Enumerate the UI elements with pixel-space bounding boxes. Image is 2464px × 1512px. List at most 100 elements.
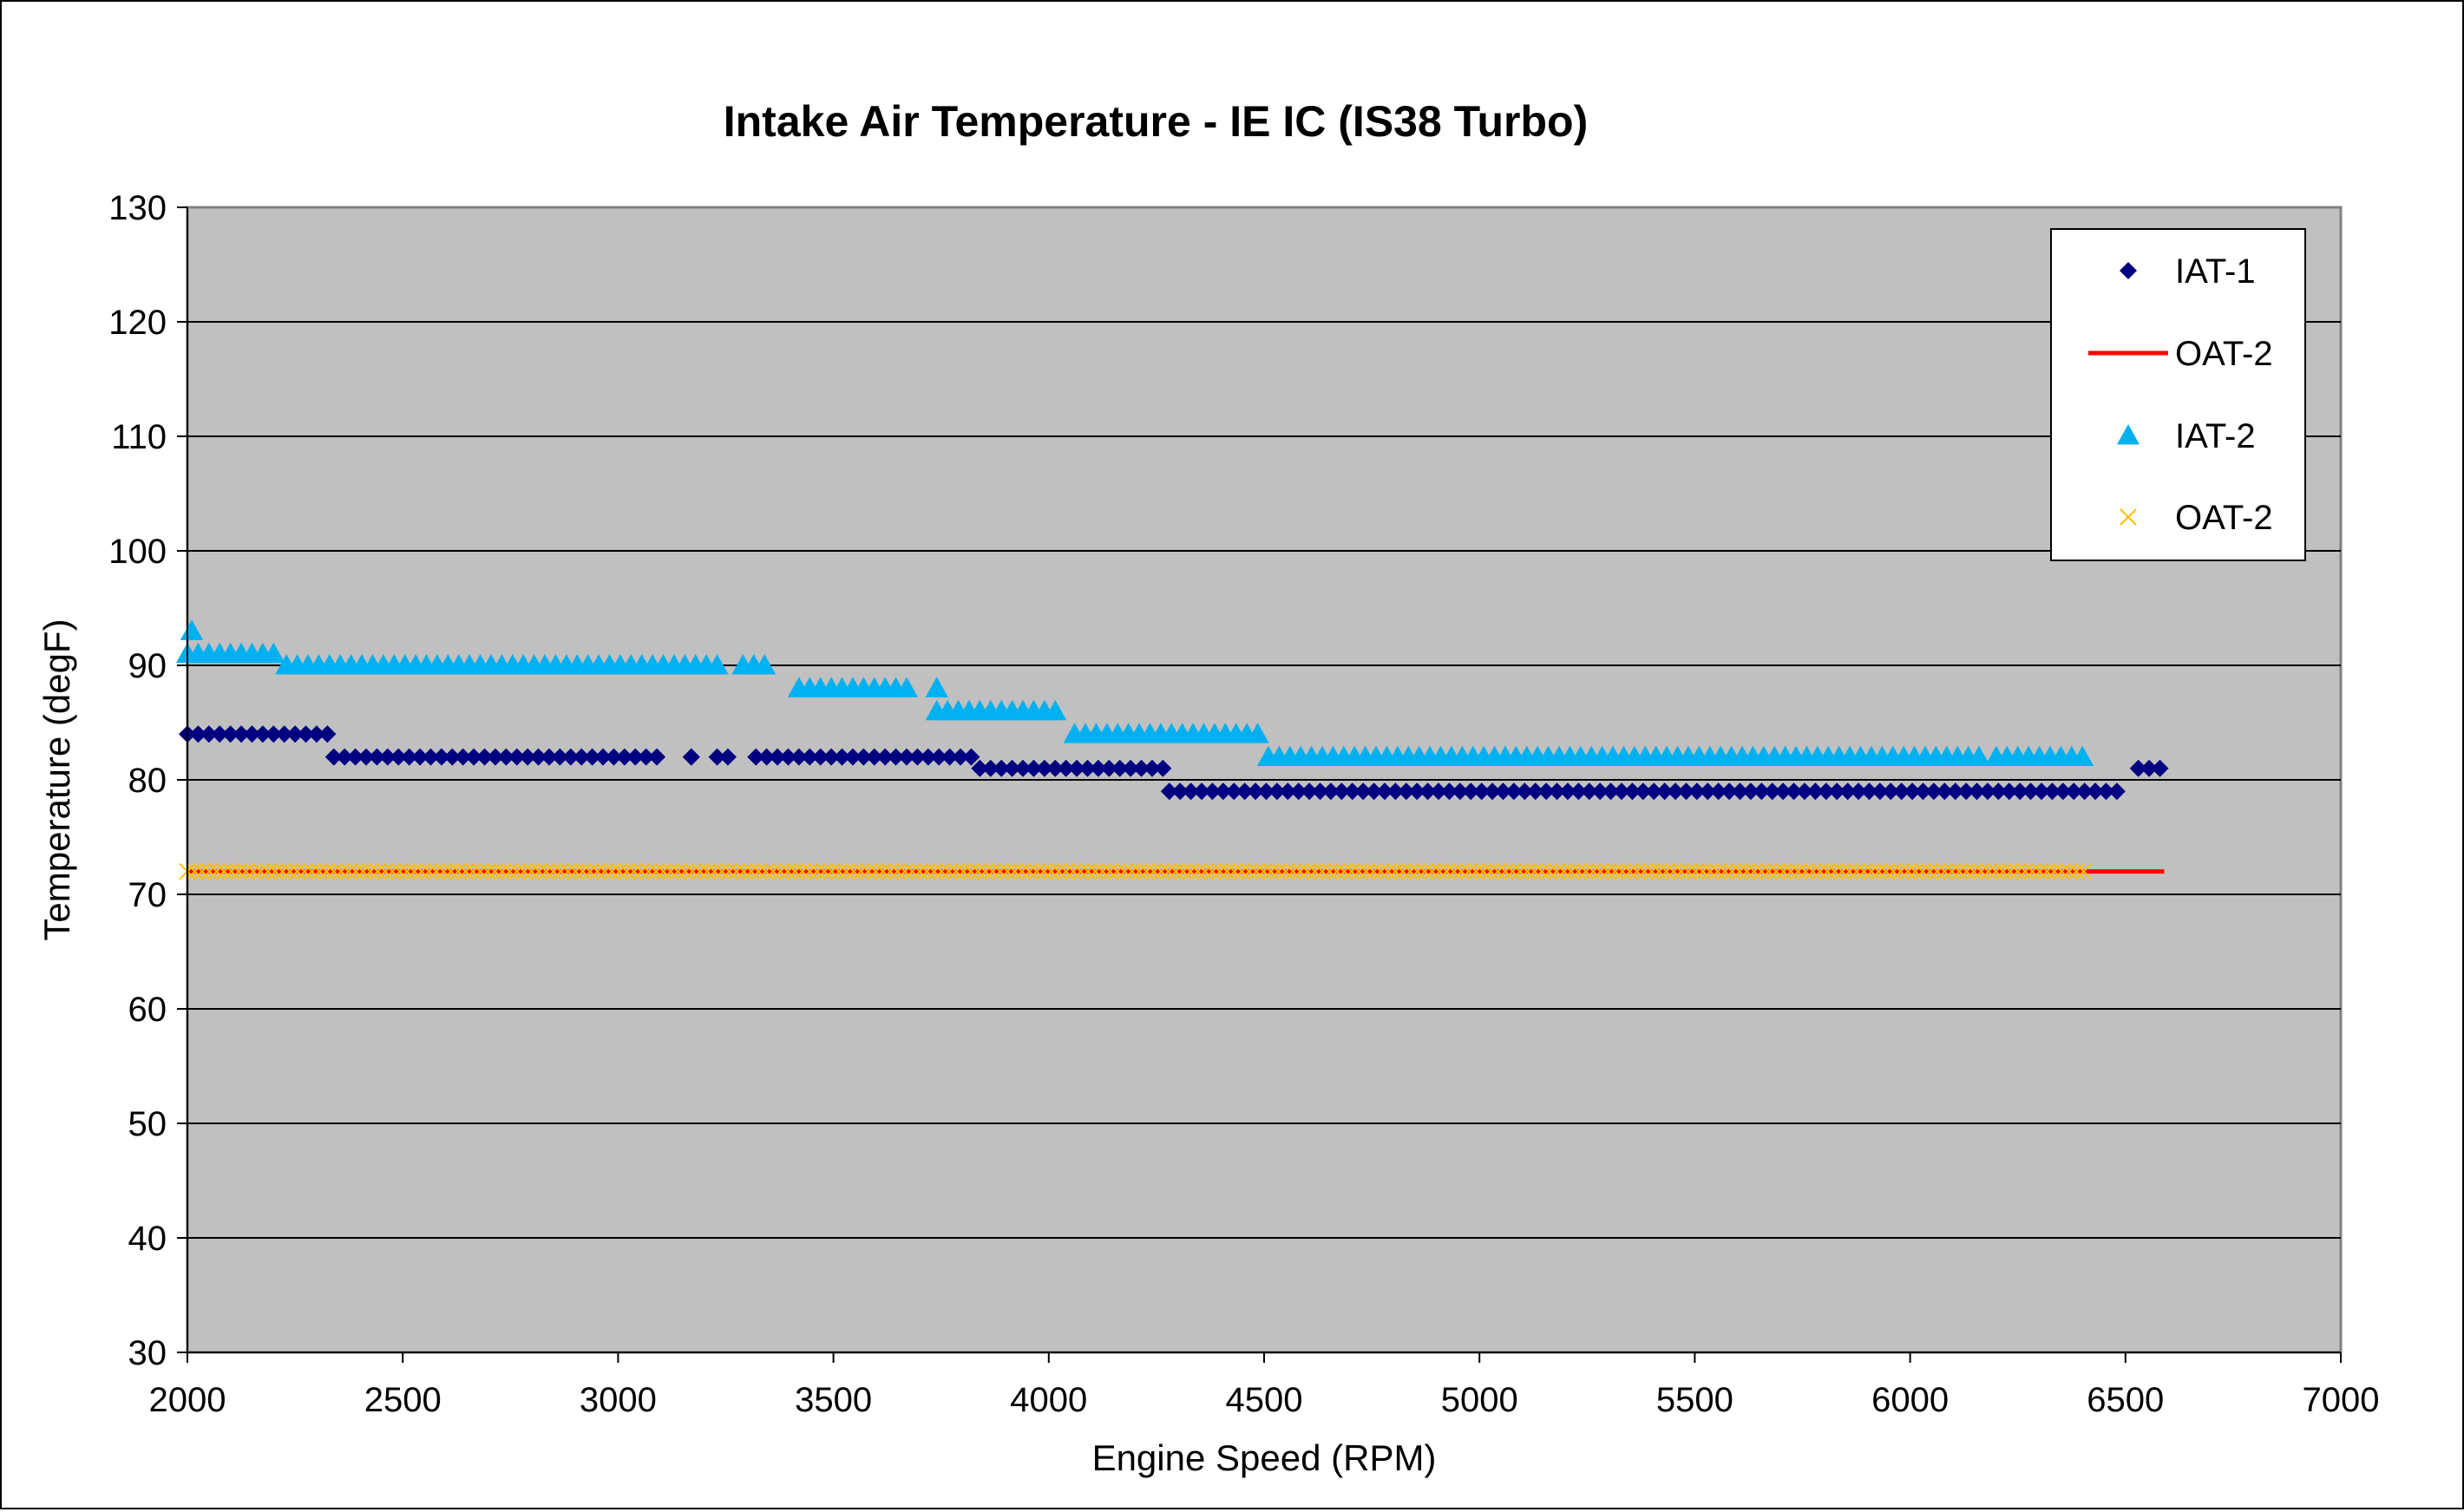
data-point: [1489, 862, 1507, 880]
data-point: [1731, 782, 1749, 801]
data-point: [1558, 782, 1576, 801]
data-point: [654, 862, 672, 880]
data-point: [626, 748, 645, 766]
data-point: [1789, 862, 1807, 880]
data-point: [969, 862, 987, 880]
data-point: [1350, 862, 1367, 880]
data-point: [779, 748, 797, 766]
data-point: [596, 862, 613, 880]
data-point: [560, 862, 577, 880]
data-point: [252, 862, 270, 880]
data-point: [1936, 782, 1954, 801]
data-point: [801, 748, 819, 766]
data-point: [259, 862, 277, 880]
x-tick-label: 3500: [795, 1381, 872, 1419]
data-point: [1086, 862, 1104, 880]
data-point: [2061, 862, 2078, 880]
data-point: [837, 862, 855, 880]
data-point: [2000, 782, 2018, 801]
data-point: [1950, 862, 1968, 880]
data-point: [1247, 782, 1265, 801]
data-point: [662, 862, 679, 880]
data-point: [1409, 862, 1426, 880]
data-point: [1078, 759, 1097, 777]
data-point: [779, 862, 796, 880]
data-point: [1028, 862, 1045, 880]
data-point: [1203, 862, 1222, 880]
data-point: [2065, 782, 2083, 801]
data-point: [1723, 862, 1741, 880]
data-point: [993, 759, 1011, 777]
data-point: [494, 862, 511, 880]
data-point: [405, 862, 423, 880]
data-point: [594, 748, 613, 766]
data-point: [919, 748, 937, 766]
data-point: [189, 725, 207, 743]
data-point: [1504, 782, 1523, 801]
y-tick-label: 90: [128, 647, 167, 685]
legend-label: IAT-2: [2175, 417, 2256, 455]
data-point: [266, 862, 284, 880]
data-point: [530, 862, 547, 880]
x-tick-label: 4000: [1010, 1381, 1087, 1419]
data-point: [1936, 862, 1954, 880]
data-point: [1817, 782, 1835, 801]
data-point: [1635, 862, 1654, 880]
data-point: [1946, 782, 1964, 801]
data-point: [1484, 782, 1502, 801]
data-point: [551, 748, 569, 766]
data-point: [1655, 782, 1674, 801]
data-point: [336, 748, 354, 766]
data-point: [1812, 862, 1829, 880]
data-point: [874, 862, 892, 880]
data-point: [1386, 862, 1405, 880]
data-point: [1046, 759, 1065, 777]
data-point: [383, 862, 401, 880]
data-point: [1472, 782, 1491, 801]
data-point: [1584, 862, 1602, 880]
data-point: [1650, 862, 1668, 880]
data-point: [881, 862, 899, 880]
data-point: [1320, 862, 1339, 880]
data-point: [1701, 862, 1719, 880]
data-point: [1354, 782, 1373, 801]
data-point: [501, 862, 519, 880]
data-point: [1328, 862, 1346, 880]
data-point: [411, 748, 429, 766]
data-point: [1987, 862, 2005, 880]
data-point: [522, 862, 541, 880]
data-point: [346, 748, 364, 766]
data-point: [1563, 862, 1580, 880]
data-point: [1035, 759, 1053, 777]
data-point: [1720, 782, 1739, 801]
data-point: [933, 862, 950, 880]
data-point: [297, 725, 315, 743]
data-point: [1665, 862, 1682, 880]
data-point: [243, 725, 261, 743]
data-point: [1137, 862, 1156, 880]
data-point: [2038, 862, 2056, 880]
data-point: [1343, 782, 1361, 801]
data-point: [1606, 862, 1624, 880]
data-point: [1284, 862, 1301, 880]
data-point: [1914, 782, 1932, 801]
data-point: [615, 748, 633, 766]
data-point: [296, 862, 313, 880]
legend-label: OAT-2: [2175, 499, 2273, 537]
x-axis-ticks: 2000 2500 3000 3500 4000 4500 5000 5500 6000 6500…: [149, 1352, 2379, 1419]
data-point: [2075, 782, 2094, 801]
data-point: [400, 748, 418, 766]
data-point: [1577, 862, 1595, 880]
data-point: [1214, 782, 1232, 801]
data-point: [984, 862, 1001, 880]
data-point: [639, 862, 658, 880]
data-point: [1130, 862, 1148, 880]
data-point: [1122, 759, 1140, 777]
data-point: [1225, 782, 1243, 801]
data-point: [1462, 782, 1480, 801]
data-point: [822, 862, 841, 880]
data-point: [626, 862, 643, 880]
data-point: [1116, 862, 1133, 880]
data-point: [1906, 862, 1924, 880]
